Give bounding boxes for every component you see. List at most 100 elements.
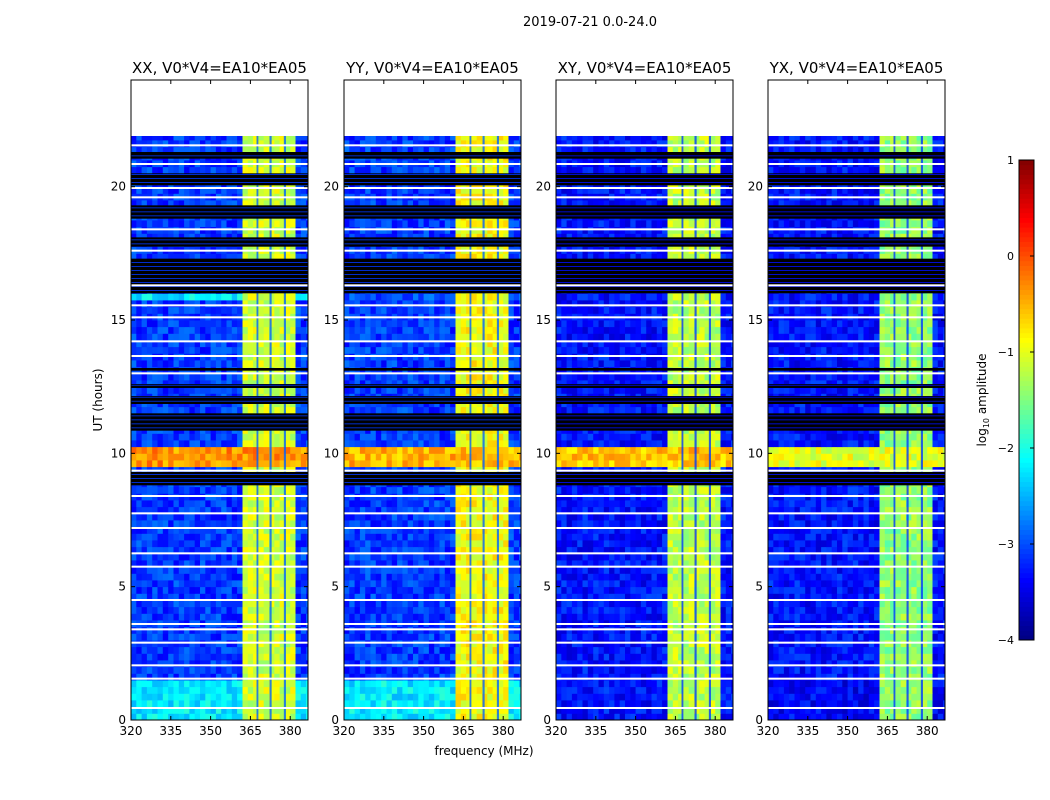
heatmap-cell: [397, 440, 403, 448]
heatmap-cell: [136, 140, 142, 148]
heatmap-cell: [141, 386, 148, 394]
heatmap-cell: [418, 553, 424, 561]
heatmap-cell: [141, 660, 148, 668]
heatmap-cell: [247, 433, 254, 441]
heatmap-cell: [349, 506, 355, 514]
heatmap-cell: [231, 593, 238, 601]
heatmap-cell: [295, 546, 302, 554]
heatmap-cell: [205, 253, 211, 261]
heatmap-cell: [471, 606, 478, 614]
heatmap-cell: [279, 300, 286, 308]
heatmap-cell: [237, 453, 243, 461]
heatmap-cell: [168, 513, 174, 521]
heatmap-cell: [131, 600, 137, 608]
heatmap-cell: [253, 346, 259, 354]
heatmap-cell: [418, 653, 424, 661]
heatmap-cell: [428, 506, 435, 514]
heatmap-cell: [263, 506, 270, 514]
heatmap-cell: [253, 306, 259, 314]
heatmap-cell: [381, 600, 387, 608]
heatmap-cell: [497, 506, 504, 514]
heatmap-cell: [269, 506, 275, 514]
heatmap-cell: [184, 520, 190, 528]
heatmap-cell: [269, 680, 275, 688]
heatmap-cell: [434, 593, 440, 601]
heatmap-cell: [152, 653, 158, 661]
heatmap-cell: [466, 586, 472, 594]
heatmap-cell: [513, 560, 520, 568]
heatmap-cell: [423, 346, 430, 354]
heatmap-cell: [402, 380, 409, 388]
heatmap-cell: [418, 660, 424, 668]
heatmap-cell: [349, 613, 355, 621]
heatmap-cell: [247, 486, 254, 494]
heatmap-cell: [279, 293, 286, 301]
heatmap-cell: [413, 433, 419, 441]
heatmap-cell: [306, 686, 309, 694]
flagged-line: [131, 565, 308, 568]
heatmap-cell: [269, 460, 275, 468]
heatmap-cell: [306, 433, 309, 441]
heatmap-cell: [258, 553, 265, 561]
heatmap-cell: [300, 706, 307, 714]
heatmap-cell: [146, 440, 153, 448]
heatmap-cell: [200, 140, 206, 148]
heatmap-cell: [146, 680, 153, 688]
heatmap-cell: [359, 673, 366, 681]
heatmap-cell: [508, 520, 515, 528]
heatmap-cell: [413, 440, 419, 448]
heatmap-cell: [205, 500, 211, 508]
heatmap-cell: [162, 326, 169, 334]
heatmap-cell: [492, 553, 499, 561]
heatmap-cell: [253, 140, 259, 148]
heatmap-cell: [279, 320, 286, 328]
heatmap-cell: [290, 253, 296, 261]
heatmap-cell: [349, 580, 355, 588]
heatmap-cell: [450, 586, 456, 594]
heatmap-cell: [269, 540, 275, 548]
flagged-line: [131, 196, 308, 199]
heatmap-cell: [210, 346, 217, 354]
heatmap-cell: [354, 646, 361, 654]
heatmap-cell: [407, 593, 414, 601]
heatmap-cell: [375, 673, 382, 681]
heatmap-cell: [460, 653, 467, 661]
heatmap-cell: [397, 360, 403, 368]
heatmap-cell: [141, 446, 148, 454]
heatmap-cell: [466, 686, 472, 694]
heatmap-cell: [306, 633, 309, 641]
heatmap-cell: [455, 693, 462, 701]
heatmap-cell: [200, 613, 206, 621]
heatmap-cell: [413, 486, 419, 494]
heatmap-cell: [152, 433, 158, 441]
heatmap-cell: [476, 606, 483, 614]
heatmap-cell: [258, 453, 265, 461]
heatmap-cell: [221, 373, 227, 381]
heatmap-cell: [375, 560, 382, 568]
heatmap-cell: [492, 673, 499, 681]
heatmap-cell: [386, 380, 393, 388]
heatmap-cell: [428, 560, 435, 568]
heatmap-cell: [402, 700, 409, 708]
heatmap-cell: [434, 700, 440, 708]
heatmap-cell: [306, 580, 309, 588]
heatmap-cell: [131, 453, 137, 461]
heatmap-cell: [482, 680, 488, 688]
heatmap-cell: [205, 586, 211, 594]
heatmap-cell: [162, 140, 169, 148]
heatmap-cell: [397, 520, 403, 528]
heatmap-cell: [386, 586, 393, 594]
heatmap-cell: [290, 406, 296, 414]
heatmap-cell: [476, 666, 483, 674]
heatmap-cell: [418, 373, 424, 381]
heatmap-cell: [365, 700, 371, 708]
heatmap-cell: [141, 486, 148, 494]
heatmap-cell: [152, 546, 158, 554]
heatmap-cell: [375, 513, 382, 521]
heatmap-cell: [407, 666, 414, 674]
heatmap-cell: [215, 700, 222, 708]
heatmap-cell: [513, 513, 520, 521]
heatmap-cell: [482, 360, 488, 368]
heatmap-cell: [444, 500, 451, 508]
heatmap-cell: [253, 136, 259, 141]
